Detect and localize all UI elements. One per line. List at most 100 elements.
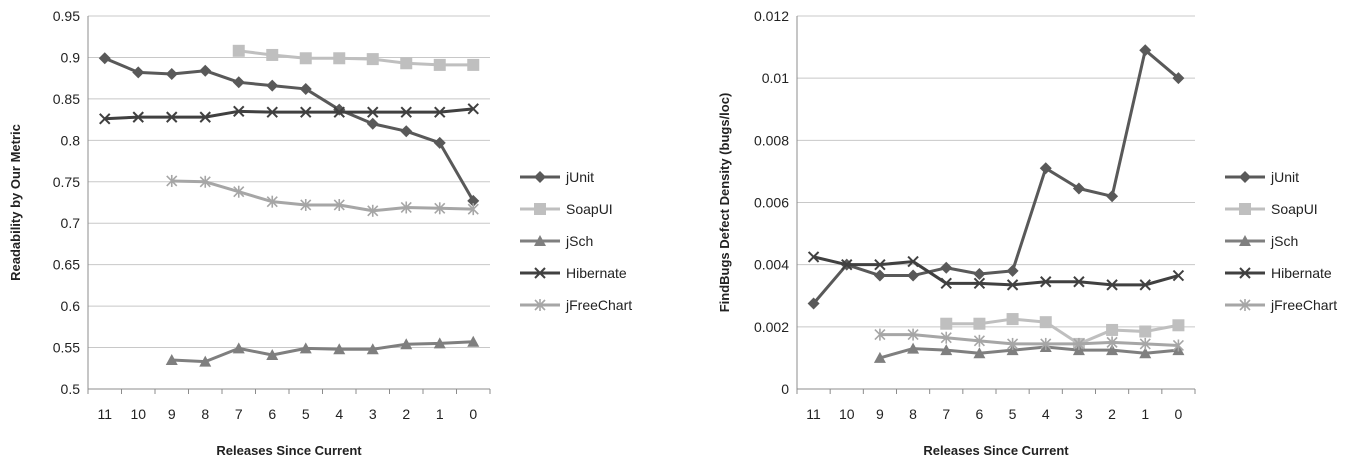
- data-point: [940, 261, 953, 274]
- x-axis-title: Releases Since Current: [216, 443, 362, 458]
- data-point: [1006, 313, 1019, 326]
- data-point: [366, 53, 379, 66]
- y-axis-title: Readability by Our Metric: [8, 124, 23, 281]
- data-point: [1039, 316, 1052, 329]
- data-point: [807, 251, 820, 263]
- data-point: [973, 317, 986, 330]
- legend-label: jUnit: [1270, 169, 1299, 185]
- x-tick-label: 5: [302, 406, 310, 422]
- legend-label: jFreeChart: [1270, 297, 1337, 313]
- data-point: [400, 57, 413, 70]
- series-line: [879, 333, 1179, 347]
- data-point: [1106, 336, 1118, 349]
- data-point: [1139, 44, 1152, 57]
- data-point: [98, 52, 111, 65]
- data-point: [434, 106, 446, 118]
- y-tick-label: 0.006: [754, 195, 789, 211]
- data-point: [199, 64, 212, 77]
- data-point: [400, 125, 413, 138]
- data-point: [1106, 279, 1118, 291]
- data-point: [841, 258, 853, 271]
- x-tick-label: 9: [876, 406, 884, 422]
- x-tick-label: 7: [942, 406, 950, 422]
- data-point: [199, 355, 212, 367]
- legend-item: jSch: [1225, 233, 1298, 249]
- x-axis-title: Releases Since Current: [923, 443, 1069, 458]
- legend-marker: [534, 267, 546, 279]
- x-tick-label: 9: [168, 406, 176, 422]
- data-point: [1172, 319, 1185, 332]
- data-point: [333, 106, 345, 118]
- y-axis-title: FindBugs Defect Density (bugs/loc): [717, 93, 732, 313]
- y-tick-label: 0: [781, 381, 789, 397]
- legend-item: jFreeChart: [520, 297, 632, 313]
- y-tick-label: 0.008: [754, 132, 789, 148]
- legend-marker: [1239, 299, 1251, 311]
- series-jsch: [165, 335, 480, 367]
- series-line: [812, 48, 1180, 305]
- data-point: [1040, 276, 1052, 288]
- data-point: [1172, 269, 1185, 282]
- legend-marker: [534, 235, 546, 246]
- x-tick-label: 8: [201, 406, 209, 422]
- legend-marker: [1239, 235, 1251, 246]
- data-point: [400, 201, 412, 214]
- x-tick-label: 4: [335, 406, 343, 422]
- data-point: [232, 44, 245, 57]
- data-point: [907, 342, 920, 354]
- data-point: [907, 269, 920, 282]
- data-point: [165, 353, 178, 365]
- x-tick-label: 0: [469, 406, 477, 422]
- data-point: [1106, 344, 1119, 356]
- y-tick-label: 0.7: [61, 215, 81, 231]
- series-jsch: [873, 341, 1185, 363]
- x-tick-label: 6: [268, 406, 276, 422]
- data-point: [940, 344, 953, 356]
- y-tick-label: 0.004: [754, 257, 789, 273]
- legend-item: SoapUI: [1225, 201, 1318, 217]
- data-point: [467, 203, 479, 216]
- data-point: [300, 198, 312, 211]
- data-point: [973, 334, 985, 347]
- data-point: [940, 317, 953, 330]
- data-point: [1172, 72, 1185, 85]
- data-point: [467, 58, 480, 71]
- data-point: [1072, 182, 1085, 195]
- data-point: [973, 277, 986, 290]
- data-point: [874, 258, 886, 271]
- data-point: [1073, 337, 1085, 350]
- series-line: [171, 179, 474, 213]
- data-point: [266, 195, 278, 208]
- series-junit: [98, 52, 480, 207]
- data-point: [1106, 323, 1119, 336]
- legend-item: jUnit: [520, 169, 594, 185]
- data-point: [166, 111, 178, 123]
- x-tick-label: 1: [1141, 406, 1149, 422]
- data-point: [300, 106, 312, 118]
- data-point: [232, 76, 245, 89]
- x-tick-label: 5: [1009, 406, 1017, 422]
- y-tick-label: 0.8: [61, 132, 81, 148]
- series-soapui: [232, 44, 480, 71]
- data-point: [433, 337, 446, 349]
- legend-label: SoapUI: [1271, 201, 1318, 217]
- data-point: [1106, 190, 1119, 203]
- legend-marker: [534, 171, 546, 183]
- data-point: [433, 136, 446, 149]
- data-point: [907, 328, 919, 341]
- legend-item: Hibernate: [1225, 265, 1332, 281]
- y-tick-label: 0.01: [762, 70, 789, 86]
- data-point: [400, 338, 413, 350]
- data-point: [1073, 276, 1085, 288]
- data-point: [467, 335, 480, 347]
- legend-label: Hibernate: [566, 265, 627, 281]
- data-point: [266, 106, 278, 118]
- data-point: [940, 331, 952, 344]
- data-point: [1172, 339, 1184, 352]
- series-jfreechart: [166, 174, 479, 217]
- series-junit: [807, 44, 1185, 310]
- data-point: [1039, 162, 1052, 175]
- legend-item: Hibernate: [520, 265, 627, 281]
